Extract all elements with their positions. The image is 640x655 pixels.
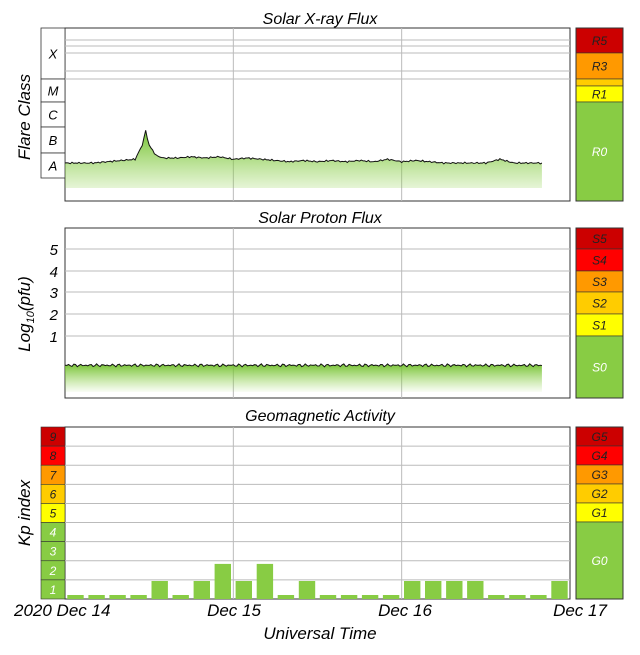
kp-level-label: 4 — [50, 526, 57, 540]
kp-level-label: 3 — [50, 545, 57, 559]
proton-scale-label: S4 — [592, 254, 607, 268]
x-tick-label: Dec 17 — [553, 601, 607, 620]
xray-scale-label: R5 — [592, 34, 608, 48]
flare-class-label: C — [48, 108, 58, 123]
proton-flux-line — [64, 363, 542, 368]
flare-class-cell — [40, 101, 66, 128]
flare-class-cell — [40, 27, 66, 80]
kp-bar — [193, 581, 210, 599]
geo-scale-frame — [575, 426, 624, 600]
kp-bar — [256, 563, 274, 599]
kp-bar — [509, 595, 526, 599]
xray-scale-r3 — [575, 52, 624, 80]
proton-scale-label: S1 — [592, 319, 607, 333]
xray-scale-r0 — [575, 101, 624, 202]
proton-scale-s0 — [575, 335, 624, 399]
kp-bar — [214, 563, 231, 599]
flare-class-label: B — [49, 133, 58, 148]
geo-scale-label: G2 — [591, 487, 607, 501]
proton-title: Solar Proton Flux — [258, 210, 383, 227]
geo-scale-label: G5 — [591, 430, 607, 444]
kp-bar — [488, 595, 505, 599]
geo-title: Geomagnetic Activity — [245, 408, 396, 425]
x-tick-labels: 2020 Dec 14 Dec 15 Dec 16 Dec 17 — [13, 601, 607, 620]
kp-level-label: 6 — [50, 487, 57, 501]
x-tick-label: Dec 16 — [378, 601, 432, 620]
kp-bar — [319, 595, 337, 599]
kp-level-label: 7 — [50, 468, 58, 482]
kp-bar — [298, 581, 316, 599]
proton-y-tick: 1 — [50, 329, 58, 346]
kp-level-label: 2 — [49, 564, 57, 578]
kp-bar — [404, 581, 421, 599]
proton-y-tick: 4 — [50, 264, 58, 281]
kp-bar — [382, 595, 400, 599]
kp-level-cell — [40, 579, 66, 600]
proton-y-tick: 3 — [50, 285, 59, 302]
xray-flux-line — [64, 130, 543, 165]
xray-scale-label: R0 — [592, 145, 608, 159]
geo-ylabel: Kp index — [15, 479, 34, 546]
proton-scale-label: S2 — [592, 297, 607, 311]
xray-scale-label: R1 — [592, 88, 607, 102]
kp-bar — [88, 595, 105, 599]
kp-level-label: 9 — [50, 430, 57, 444]
kp-bar — [67, 595, 84, 599]
kp-level-label: 8 — [50, 449, 57, 463]
x-tick-label: 2020 Dec 14 — [13, 601, 110, 620]
proton-scale-frame — [575, 227, 624, 399]
xray-flux-fill — [65, 130, 542, 201]
x-axis-title: Universal Time — [263, 624, 376, 643]
kp-level-label: 5 — [50, 507, 57, 521]
proton-y-tick: 5 — [50, 242, 59, 259]
kp-bar — [446, 581, 463, 599]
kp-bar — [235, 581, 252, 599]
kp-level-label: 1 — [50, 583, 57, 597]
kp-bar — [130, 595, 147, 599]
xray-title: Solar X-ray Flux — [263, 11, 379, 28]
geo-scale-label: G4 — [591, 449, 607, 463]
kp-bar — [551, 581, 568, 599]
kp-bar — [172, 595, 189, 599]
kp-bar — [361, 595, 379, 599]
proton-scale-label: S0 — [592, 361, 607, 375]
geo-scale-label: G3 — [591, 468, 607, 482]
proton-scale-label: S3 — [592, 275, 607, 289]
kp-bar — [467, 581, 484, 599]
kp-bar — [151, 581, 168, 599]
proton-y-tick: 2 — [49, 307, 59, 324]
flare-class-label: A — [48, 159, 58, 174]
xray-scale-label: R3 — [592, 60, 608, 74]
kp-bar — [277, 595, 295, 599]
flare-class-label: M — [48, 84, 59, 99]
proton-scale-label: S5 — [592, 232, 607, 246]
kp-bar — [530, 595, 547, 599]
xray-ylabel: Flare Class — [15, 74, 34, 160]
kp-bar — [340, 595, 358, 599]
flare-class-cell — [40, 152, 66, 179]
proton-flux-fill — [65, 363, 542, 392]
proton-ylabel: Log10(pfu) — [15, 276, 37, 352]
geo-scale-label: G1 — [591, 506, 607, 520]
geo-scale-label: G0 — [591, 554, 607, 568]
kp-bar — [425, 581, 442, 599]
geo-plot-frame — [64, 426, 571, 600]
x-tick-label: Dec 15 — [207, 601, 261, 620]
flare-class-label: X — [48, 47, 59, 62]
xray-scale-r2 — [575, 78, 624, 87]
xray-scale-frame — [575, 27, 624, 202]
kp-bar — [109, 595, 126, 599]
